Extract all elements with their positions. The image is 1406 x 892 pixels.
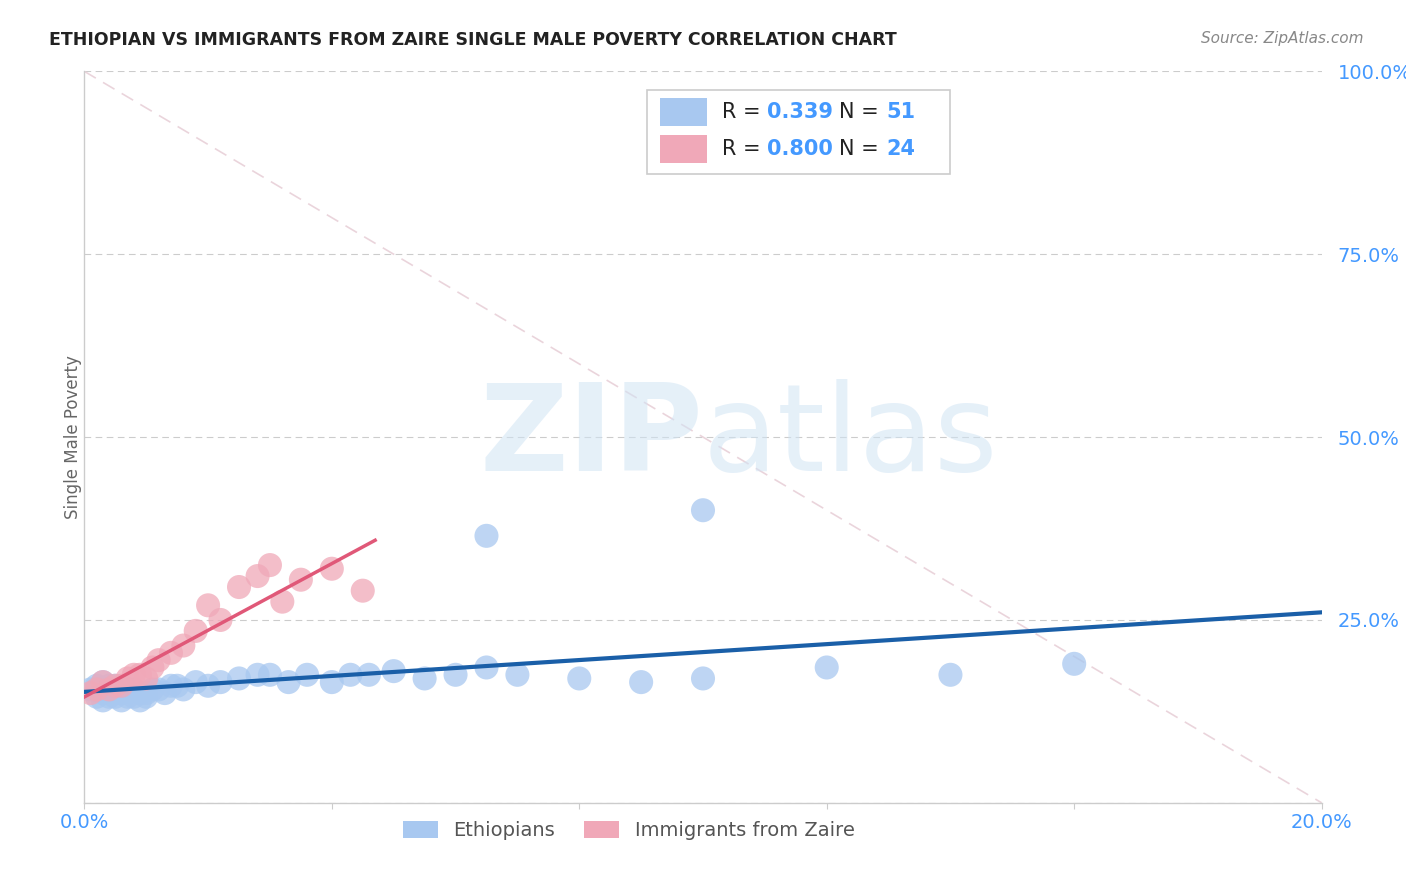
Point: [104, 679, 127, 693]
Point: [148, 682, 170, 697]
Point: [172, 682, 194, 697]
Text: N =: N =: [839, 103, 886, 122]
Point: [110, 693, 132, 707]
FancyBboxPatch shape: [659, 135, 707, 163]
Point: [135, 686, 157, 700]
Point: [117, 672, 139, 686]
Point: [630, 675, 652, 690]
Point: [172, 639, 194, 653]
Point: [382, 664, 405, 678]
Point: [104, 679, 127, 693]
Point: [91, 675, 114, 690]
Point: [444, 667, 467, 681]
Point: [148, 653, 170, 667]
Point: [271, 594, 294, 608]
Point: [129, 693, 152, 707]
Text: ZIP: ZIP: [479, 378, 703, 496]
Point: [79, 686, 101, 700]
Point: [209, 675, 232, 690]
Point: [98, 682, 121, 697]
Text: 51: 51: [886, 103, 915, 122]
Point: [339, 667, 361, 681]
Text: N =: N =: [839, 139, 886, 159]
Point: [117, 690, 139, 704]
Point: [321, 675, 343, 690]
Point: [184, 624, 207, 638]
Text: Source: ZipAtlas.com: Source: ZipAtlas.com: [1201, 31, 1364, 46]
Point: [104, 686, 127, 700]
Point: [86, 679, 108, 693]
Text: 0.800: 0.800: [768, 139, 834, 159]
Point: [197, 679, 219, 693]
Point: [98, 690, 121, 704]
Point: [98, 679, 121, 693]
Point: [209, 613, 232, 627]
Point: [939, 667, 962, 681]
Point: [475, 660, 498, 674]
Point: [110, 686, 132, 700]
Point: [86, 690, 108, 704]
Point: [259, 558, 281, 573]
Point: [135, 690, 157, 704]
Point: [153, 686, 176, 700]
Point: [129, 667, 152, 681]
Point: [122, 682, 145, 697]
Text: 0.339: 0.339: [768, 103, 834, 122]
FancyBboxPatch shape: [647, 90, 950, 174]
Point: [86, 682, 108, 697]
Point: [141, 660, 163, 674]
Point: [815, 660, 838, 674]
Point: [246, 569, 269, 583]
Point: [321, 562, 343, 576]
Point: [197, 599, 219, 613]
Legend: Ethiopians, Immigrants from Zaire: Ethiopians, Immigrants from Zaire: [395, 813, 862, 848]
Point: [295, 667, 318, 681]
Point: [98, 682, 121, 697]
Point: [692, 503, 714, 517]
Point: [413, 672, 436, 686]
Y-axis label: Single Male Poverty: Single Male Poverty: [65, 355, 82, 519]
Point: [692, 672, 714, 686]
Point: [277, 675, 299, 690]
Point: [135, 672, 157, 686]
Point: [122, 667, 145, 681]
Point: [91, 693, 114, 707]
Point: [228, 580, 250, 594]
Point: [246, 667, 269, 681]
Point: [228, 672, 250, 686]
Point: [506, 667, 529, 681]
Point: [117, 682, 139, 697]
Point: [91, 675, 114, 690]
Point: [166, 679, 188, 693]
Point: [184, 675, 207, 690]
Point: [141, 682, 163, 697]
Point: [122, 690, 145, 704]
Point: [259, 667, 281, 681]
Point: [110, 682, 132, 697]
FancyBboxPatch shape: [659, 98, 707, 127]
Point: [568, 672, 591, 686]
Point: [1063, 657, 1085, 671]
Point: [290, 573, 312, 587]
Point: [129, 686, 152, 700]
Point: [110, 679, 132, 693]
Text: R =: R =: [721, 103, 766, 122]
Point: [104, 690, 127, 704]
Point: [160, 679, 183, 693]
Point: [475, 529, 498, 543]
Point: [357, 667, 380, 681]
Point: [160, 646, 183, 660]
Text: atlas: atlas: [703, 378, 998, 496]
Text: ETHIOPIAN VS IMMIGRANTS FROM ZAIRE SINGLE MALE POVERTY CORRELATION CHART: ETHIOPIAN VS IMMIGRANTS FROM ZAIRE SINGL…: [49, 31, 897, 49]
Text: 24: 24: [886, 139, 915, 159]
Text: R =: R =: [721, 139, 766, 159]
Point: [91, 686, 114, 700]
Point: [352, 583, 374, 598]
Point: [79, 682, 101, 697]
